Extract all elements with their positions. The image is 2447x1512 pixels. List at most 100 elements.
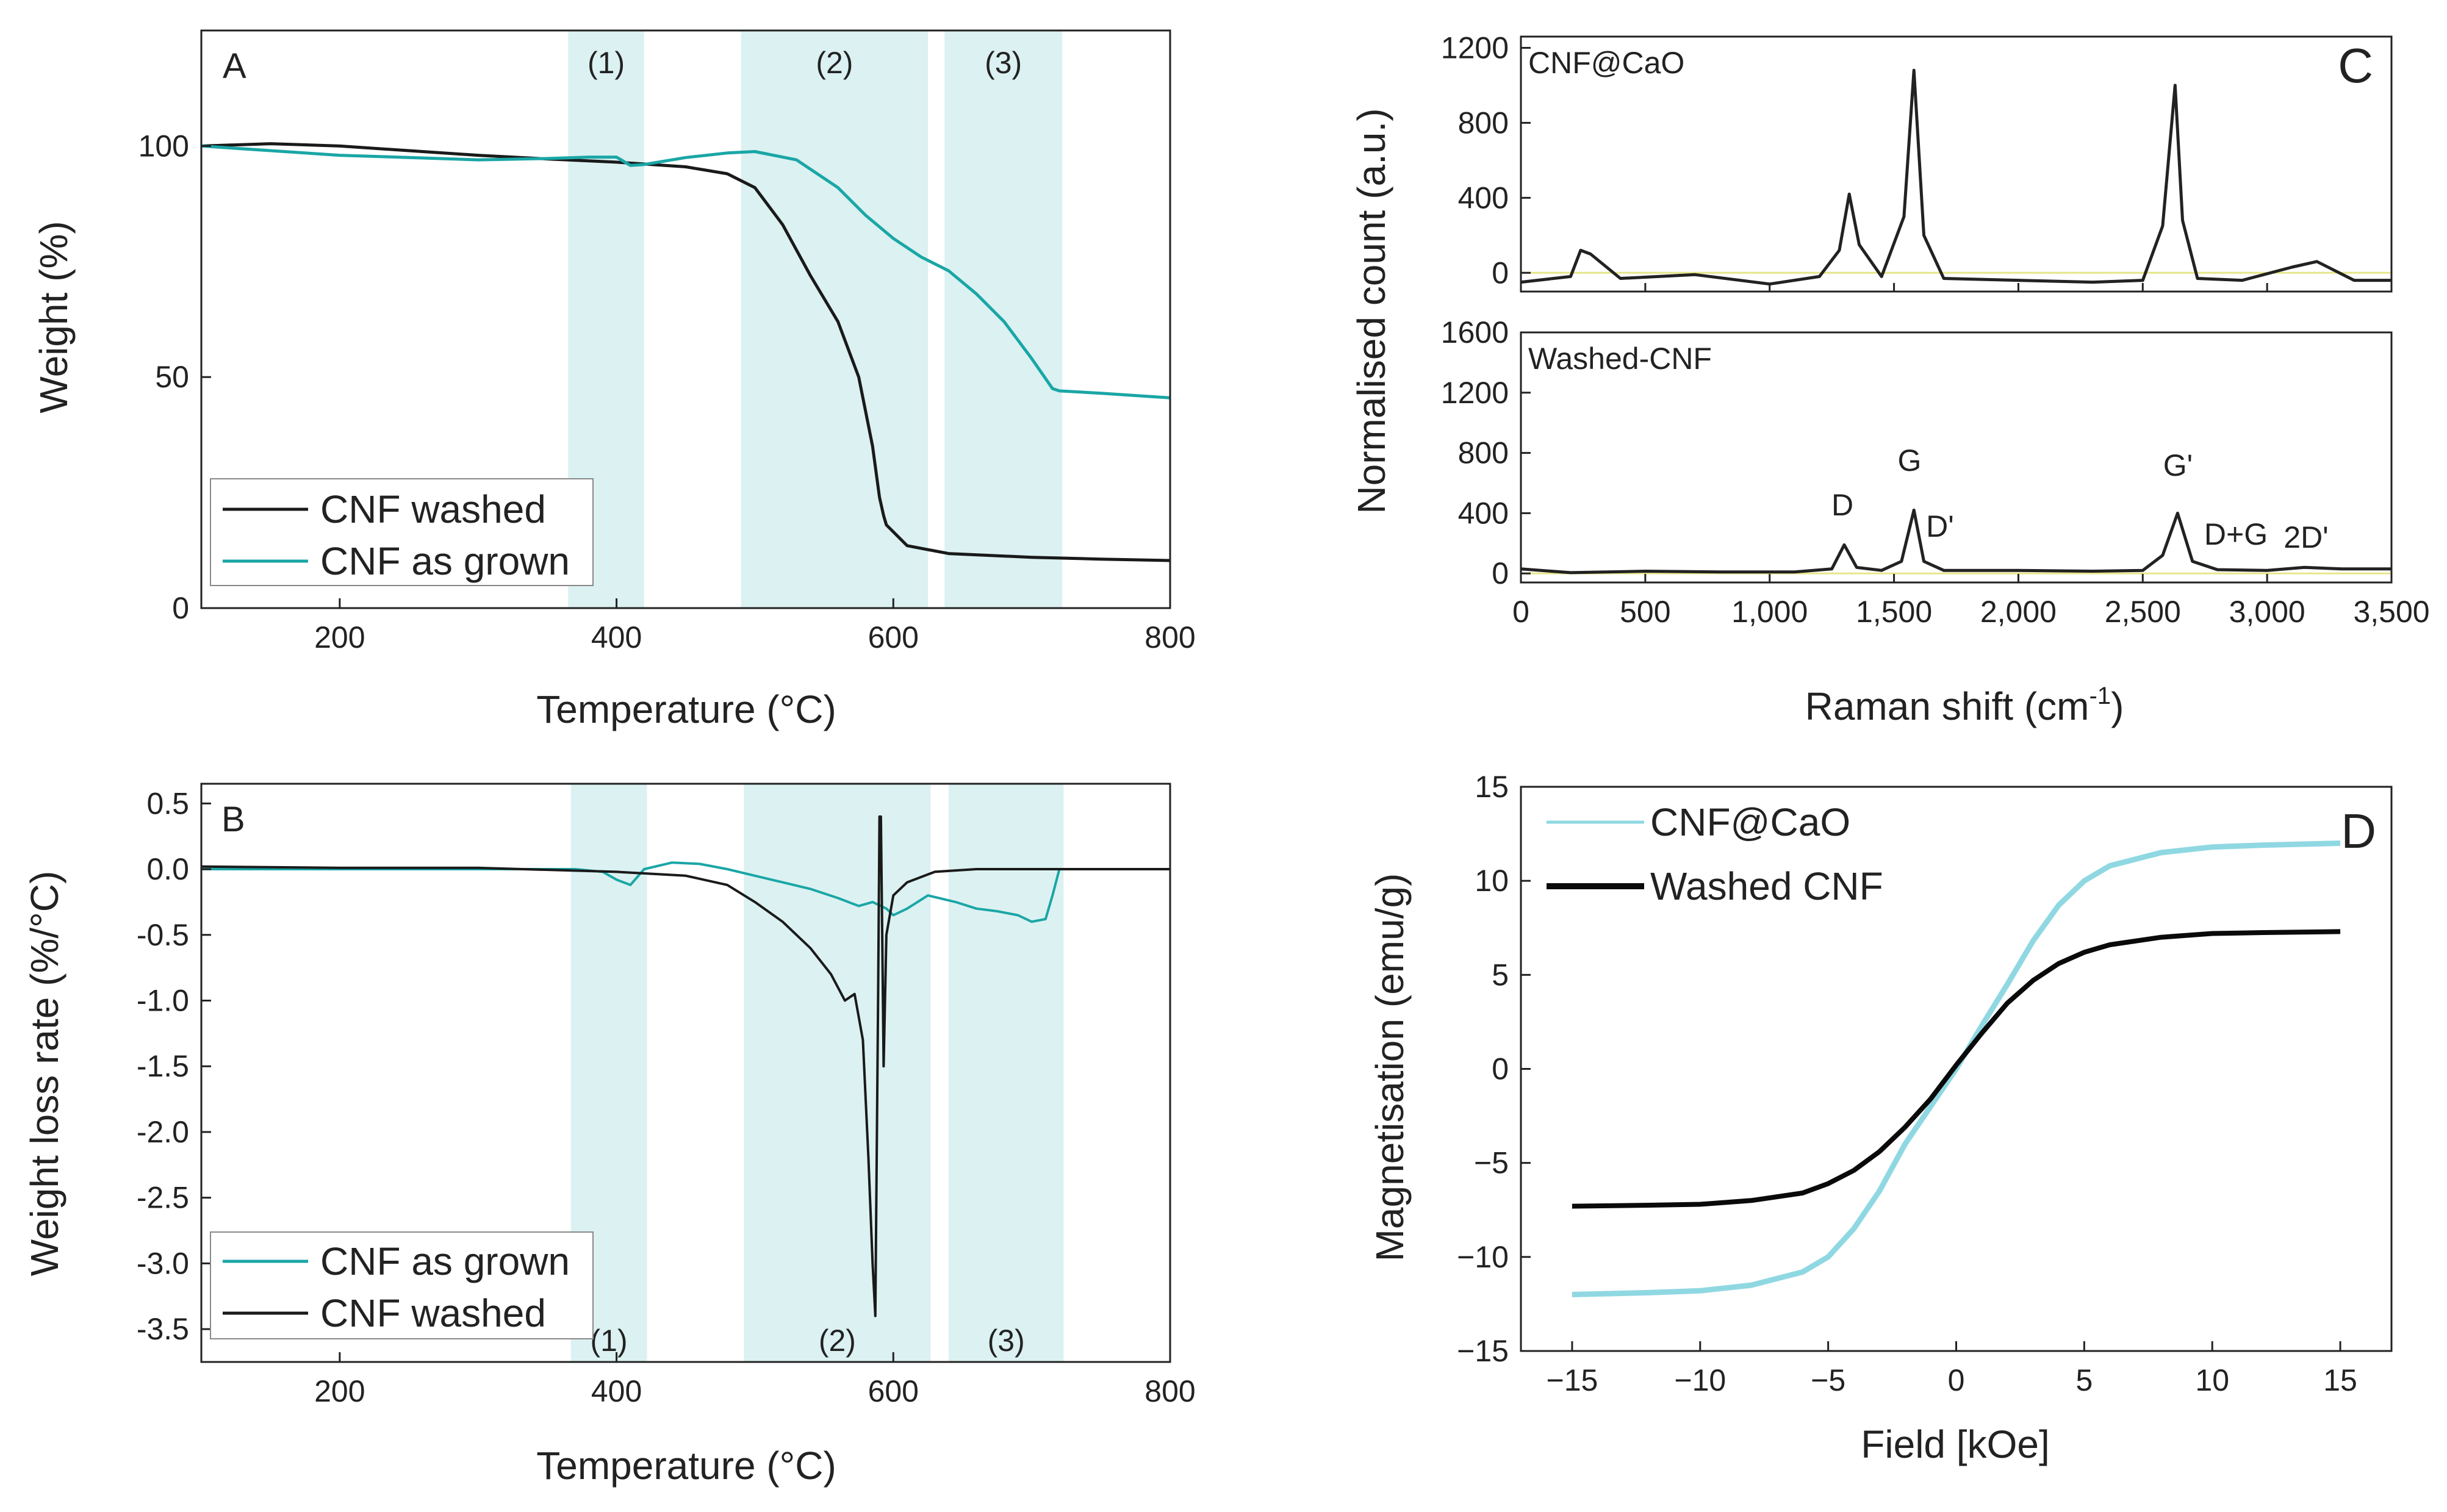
x-tick-label: 1,500 <box>1856 595 1932 629</box>
y-axis-title: Magnetisation (emu/g) <box>1368 873 1412 1262</box>
x-axis-title-main: Raman shift (cm <box>1805 684 2089 728</box>
panel-d-magnetisation-chart: −15 −10 −5 0 5 10 15 15 10 5 0 −5 −10 −15 Field [kOe] M… <box>1368 770 2393 1466</box>
y-tick-label: -1.0 <box>137 984 189 1018</box>
y-axis-title: Normalised count (a.u.) <box>1349 108 1393 514</box>
x-tick-label: 2,000 <box>1980 595 2057 629</box>
peak-label: 2D' <box>2284 520 2328 554</box>
y-tick-label: 1200 <box>1441 376 1509 410</box>
x-tick-label: 200 <box>314 1374 365 1408</box>
y-tick-label: 50 <box>155 360 189 394</box>
x-tick-label: 15 <box>2323 1363 2357 1397</box>
x-tick-label: 500 <box>1620 595 1670 629</box>
y-tick-label: 1200 <box>1441 30 1509 65</box>
peak-label: D+G <box>2204 517 2268 551</box>
y-tick-label: −10 <box>1457 1240 1509 1274</box>
region-band-3 <box>949 784 1064 1362</box>
legend-entry: CNF@CaO <box>1650 800 1850 844</box>
legend-entry: CNF as grown <box>320 1239 570 1283</box>
x-tick-label: 0 <box>1948 1363 1965 1397</box>
y-tick-label: 400 <box>1458 181 1509 215</box>
plot-frame <box>200 29 1171 609</box>
y-tick-label: 0 <box>1492 256 1509 290</box>
y-tick-label: 10 <box>1475 864 1509 898</box>
y-tick-label: 0.5 <box>146 786 189 820</box>
series-line-cnf-as-grown <box>201 144 1171 399</box>
x-tick-label: −10 <box>1674 1363 1726 1397</box>
y-tick-label: 800 <box>1458 436 1509 470</box>
x-tick-label: 800 <box>1144 1374 1195 1408</box>
plot-frame <box>200 783 1171 1363</box>
x-tick-label: 10 <box>2195 1363 2229 1397</box>
x-tick-label: 5 <box>2075 1363 2093 1397</box>
legend-entry: CNF washed <box>320 1291 546 1335</box>
region-label-2: (2) <box>816 46 853 80</box>
x-tick-label: 1,000 <box>1731 595 1808 629</box>
peak-label: G' <box>2163 448 2193 482</box>
x-tick-label: 3,000 <box>2229 595 2305 629</box>
series-line-cnf-as-grown <box>201 861 1170 923</box>
y-tick-label: −5 <box>1474 1146 1509 1180</box>
x-axis-title-superscript: -1 <box>2089 683 2111 709</box>
region-band-2 <box>741 30 928 608</box>
y-axis-title: Weight (%) <box>32 221 76 413</box>
y-tick-label: -2.0 <box>137 1115 189 1149</box>
y-tick-label: 15 <box>1475 770 1509 804</box>
x-tick-label: −5 <box>1811 1363 1845 1397</box>
x-tick-label: 0 <box>1512 595 1529 629</box>
raman-spectrum-cnf-cao <box>1520 68 2391 286</box>
y-tick-label: -3.5 <box>137 1312 189 1346</box>
x-tick-label: 800 <box>1144 620 1195 654</box>
x-tick-label: −15 <box>1547 1363 1598 1397</box>
x-tick-label: 3,500 <box>2353 595 2429 629</box>
y-tick-label: 100 <box>138 129 189 163</box>
panel-label-b: B <box>221 800 245 839</box>
raman-spectrum-washed-cnf <box>1520 508 2391 575</box>
x-axis-title: Raman shift (cm-1) <box>1805 683 2124 728</box>
region-label-1: (1) <box>591 1324 628 1358</box>
x-axis-title: Temperature (°C) <box>536 1444 836 1488</box>
panel-label-d: D <box>2341 804 2376 858</box>
region-label-3: (3) <box>985 46 1022 80</box>
x-tick-label: 200 <box>314 620 365 654</box>
x-tick-label: 600 <box>868 620 919 654</box>
series-line-cnf-washed <box>201 142 1171 562</box>
peak-label: D <box>1831 488 1853 522</box>
legend-box <box>210 478 594 586</box>
region-label-2: (2) <box>819 1324 856 1358</box>
panel-label-a: A <box>223 46 246 86</box>
region-label-1: (1) <box>587 46 625 80</box>
y-tick-label: −15 <box>1457 1334 1509 1368</box>
y-tick-label: -3.0 <box>137 1246 189 1280</box>
y-tick-label: 800 <box>1458 106 1509 140</box>
y-tick-label: 5 <box>1492 958 1509 992</box>
subplot-frame <box>1520 35 2393 293</box>
x-tick-label: 600 <box>868 1374 919 1408</box>
x-tick-label: 2,500 <box>2105 595 2181 629</box>
panel-b-weight-loss-rate-chart: (1) (2) (3) 200 400 600 800 0.5 0.0 -0.5 -1.0 -1.5 -… <box>23 783 1196 1488</box>
series-line-washed-cnf <box>1572 929 2341 1209</box>
x-axis-title-end: ) <box>2111 684 2124 728</box>
subplot-title: Washed-CNF <box>1528 342 1712 376</box>
x-tick-label: 400 <box>591 1374 642 1408</box>
x-tick-label: 400 <box>591 620 642 654</box>
peak-label: D' <box>1926 509 1954 543</box>
series-line-cnf-washed <box>201 815 1170 1317</box>
y-tick-label: 1600 <box>1441 315 1509 349</box>
subplot-frame <box>1520 331 2393 584</box>
y-tick-label: 0.0 <box>146 852 189 886</box>
legend-box <box>210 1231 594 1339</box>
x-axis-title: Field [kOe] <box>1861 1422 2049 1466</box>
region-band-2 <box>744 784 931 1362</box>
legend-entry: CNF as grown <box>320 539 570 583</box>
panel-label-c: C <box>2338 38 2373 93</box>
y-tick-label: -0.5 <box>137 918 189 952</box>
x-axis-title: Temperature (°C) <box>536 687 836 731</box>
y-tick-label: 0 <box>1492 1052 1509 1086</box>
y-tick-label: 400 <box>1458 496 1509 530</box>
y-tick-label: -2.5 <box>137 1181 189 1215</box>
y-tick-label: 0 <box>172 591 189 625</box>
panel-c-raman-chart: 0 400 800 1200 CNF@CaO 0 400 800 1200 1600 Washed-… <box>1349 30 2430 728</box>
y-axis-title: Weight loss rate (%/°C) <box>23 871 66 1277</box>
legend-entry: Washed CNF <box>1650 864 1883 908</box>
